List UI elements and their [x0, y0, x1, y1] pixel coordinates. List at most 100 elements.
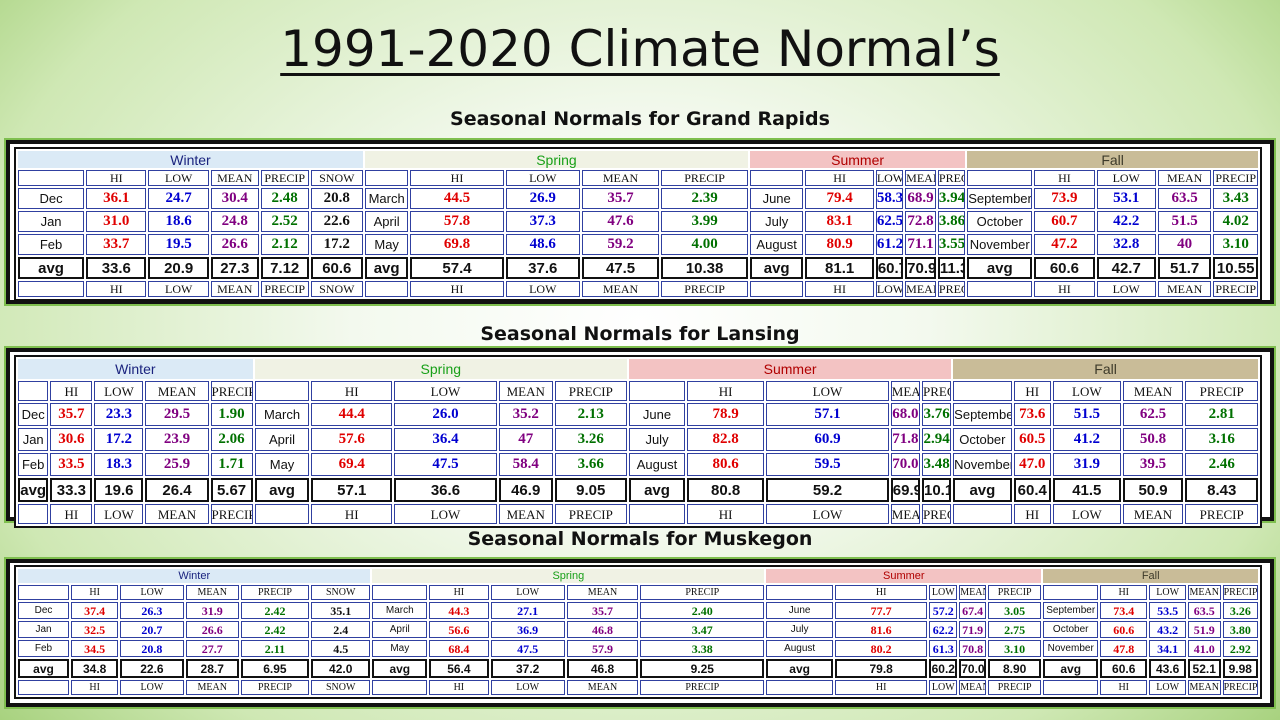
- column-header-precip: PRECIP: [210, 504, 253, 524]
- value-mean: 46.8: [566, 621, 639, 638]
- value-hi: 47.0: [1013, 453, 1051, 476]
- avg-label: avg: [18, 257, 85, 279]
- avg-value-mean: 46.9: [498, 478, 553, 502]
- column-header-low: LOW: [929, 680, 958, 695]
- header-spacer: [953, 381, 1012, 401]
- value-snow: 4.5: [310, 640, 371, 657]
- avg-value-low: 37.6: [505, 257, 580, 279]
- avg-value-hi: 57.4: [410, 257, 504, 279]
- month-label: July: [628, 428, 686, 451]
- column-header-snow: SNOW: [310, 585, 371, 600]
- value-precip: 3.26: [1222, 602, 1258, 619]
- table-row: Jan 32.5 20.7 26.6 2.42 2.4 April 56.6 36.9 46.8 3…: [18, 621, 1258, 638]
- month-label: March: [372, 602, 428, 619]
- average-row: avg 34.8 22.6 28.7 6.95 42.0 avg 56.4 37.2 46.8 9.…: [18, 659, 1258, 678]
- header-spacer: [1043, 680, 1099, 695]
- column-header-hi: HI: [687, 381, 765, 401]
- value-mean: 63.5: [1157, 188, 1212, 209]
- avg-value-precip: 9.05: [554, 478, 627, 502]
- month-label: April: [365, 211, 409, 232]
- value-precip: 2.06: [210, 428, 253, 451]
- value-hi: 56.6: [429, 621, 489, 638]
- value-mean: 67.4: [959, 602, 986, 619]
- value-low: 62.2: [929, 621, 958, 638]
- avg-value-low: 41.5: [1052, 478, 1121, 502]
- value-hi: 78.9: [687, 403, 765, 426]
- avg-value-hi: 57.1: [311, 478, 393, 502]
- column-header-precip: PRECIP: [1185, 504, 1258, 524]
- value-hi: 37.4: [71, 602, 119, 619]
- season-label-fall: Fall: [1043, 569, 1258, 583]
- column-header-snow: SNOW: [310, 170, 363, 186]
- column-header-low: LOW: [505, 281, 580, 297]
- value-precip: 3.80: [1222, 621, 1258, 638]
- avg-value-hi: 33.3: [50, 478, 93, 502]
- column-header-hi: HI: [410, 281, 504, 297]
- value-hi: 32.5: [71, 621, 119, 638]
- month-label: June: [749, 188, 804, 209]
- value-precip: 2.92: [1222, 640, 1258, 657]
- month-label: July: [766, 621, 834, 638]
- value-hi: 73.6: [1013, 403, 1051, 426]
- month-label: November: [1043, 640, 1099, 657]
- month-label: Feb: [18, 234, 85, 255]
- column-header-row: HILOWMEANPRECIPHILOWMEANPRECIPHILOWMEANP…: [18, 381, 1258, 401]
- value-snow: 22.6: [310, 211, 363, 232]
- value-hi: 47.2: [1034, 234, 1095, 255]
- column-header-mean: MEAN: [959, 680, 986, 695]
- value-mean: 24.8: [210, 211, 259, 232]
- column-header-low: LOW: [1096, 281, 1156, 297]
- season-header-row: Winter Spring Summer Fall: [18, 151, 1258, 168]
- avg-label: avg: [254, 478, 310, 502]
- value-precip: 1.71: [210, 453, 253, 476]
- value-hi: 80.2: [835, 640, 928, 657]
- column-header-hi: HI: [1100, 585, 1148, 600]
- column-header-mean: MEAN: [1187, 680, 1221, 695]
- value-hi: 60.7: [1034, 211, 1095, 232]
- value-mean: 63.5: [1187, 602, 1221, 619]
- value-mean: 59.2: [581, 234, 660, 255]
- column-header-hi: HI: [410, 170, 504, 186]
- value-low: 41.2: [1052, 428, 1121, 451]
- month-label: Jan: [18, 621, 69, 638]
- avg-value-hi: 60.6: [1034, 257, 1095, 279]
- header-spacer: [1043, 585, 1099, 600]
- column-header-precip: PRECIP: [640, 680, 765, 695]
- value-hi: 31.0: [86, 211, 147, 232]
- column-header-mean: MEAN: [498, 381, 553, 401]
- season-label-spring: Spring: [372, 569, 765, 583]
- average-row: avg 33.3 19.6 26.4 5.67 avg 57.1 36.6 46.9 9.05 av…: [18, 478, 1258, 502]
- avg-value-low: 37.2: [490, 659, 565, 678]
- column-header-hi: HI: [71, 680, 119, 695]
- header-spacer: [628, 504, 686, 524]
- value-precip: 3.99: [661, 211, 748, 232]
- header-spacer: [766, 585, 834, 600]
- column-header-hi: HI: [1034, 281, 1095, 297]
- column-header-mean: MEAN: [1122, 381, 1184, 401]
- value-low: 61.2: [875, 234, 904, 255]
- value-precip: 2.13: [554, 403, 627, 426]
- avg-label: avg: [1043, 659, 1099, 678]
- month-label: Feb: [18, 453, 49, 476]
- avg-value-mean: 69.9: [890, 478, 920, 502]
- month-label: October: [1043, 621, 1099, 638]
- value-hi: 57.8: [410, 211, 504, 232]
- table-row: Jan 30.6 17.2 23.9 2.06 April 57.6 36.4 47 3.26 Ju…: [18, 428, 1258, 451]
- column-header-hi: HI: [50, 504, 93, 524]
- avg-value-hi: 60.6: [1100, 659, 1148, 678]
- column-header-low: LOW: [394, 381, 497, 401]
- column-header-low: LOW: [875, 170, 904, 186]
- value-precip: 2.81: [1185, 403, 1258, 426]
- value-low: 43.2: [1149, 621, 1186, 638]
- column-header-hi: HI: [86, 170, 147, 186]
- table-row: Feb 33.5 18.3 25.9 1.71 May 69.4 47.5 58.4 3.66 Au…: [18, 453, 1258, 476]
- value-low: 53.5: [1149, 602, 1186, 619]
- lansing-table: Winter Spring Summer Fall HI LOW MEAN PRECIP HI L…: [14, 355, 1262, 528]
- value-mean: 71.1: [905, 234, 936, 255]
- column-header-low: LOW: [1149, 585, 1186, 600]
- avg-value-mean: 70.0: [959, 659, 986, 678]
- avg-value-mean: 70.9: [905, 257, 936, 279]
- value-mean: 70.8: [959, 640, 986, 657]
- value-low: 24.7: [148, 188, 209, 209]
- avg-value-low: 60.2: [929, 659, 958, 678]
